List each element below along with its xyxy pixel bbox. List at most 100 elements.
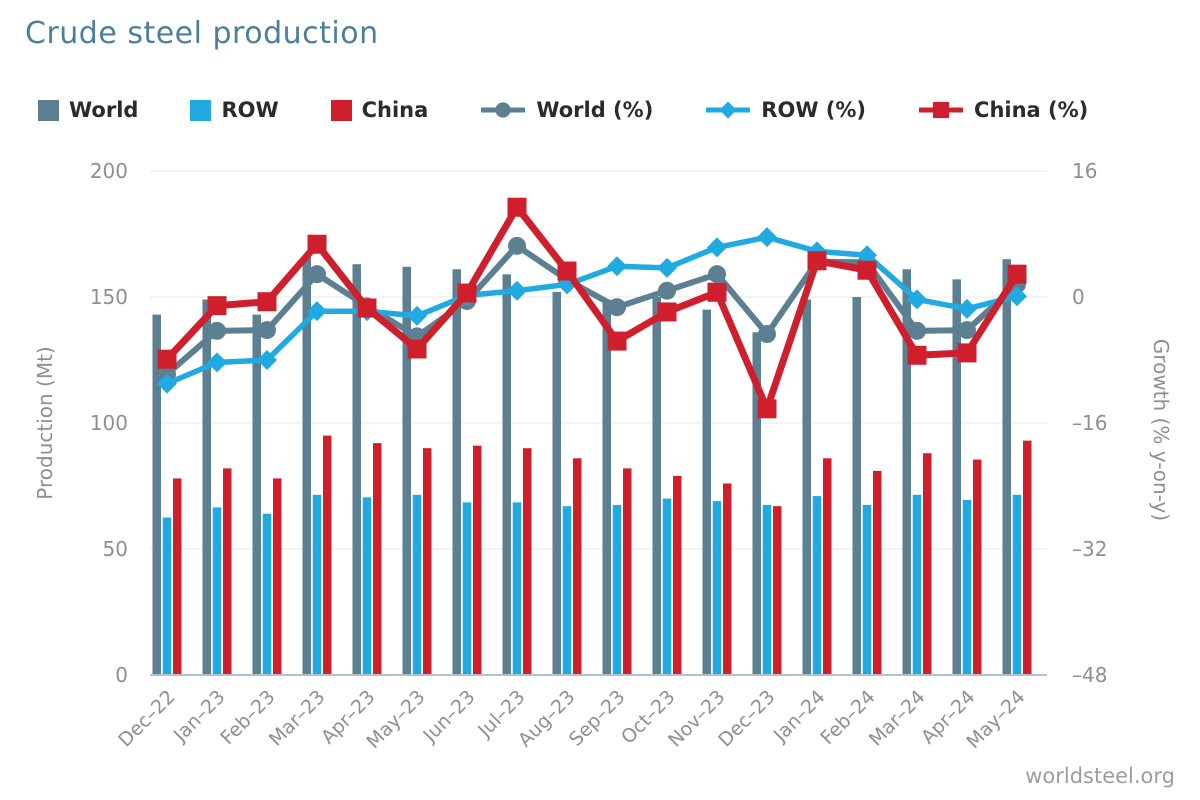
world-bar: [452, 269, 461, 675]
legend-item-china-pct: China (%): [918, 98, 1088, 122]
china-bar: [773, 506, 782, 675]
world-marker: [308, 265, 326, 284]
world-bar: [952, 279, 961, 675]
world-bar: [852, 297, 861, 675]
world-bar: [702, 309, 711, 675]
world-bar: [752, 332, 761, 675]
world-bar: [552, 291, 561, 675]
row-marker: [707, 237, 727, 258]
row-bar: [662, 498, 672, 675]
row-marker: [157, 373, 177, 394]
row-marker: [657, 257, 677, 278]
row-bar: [362, 497, 372, 675]
world-marker: [208, 321, 226, 340]
china-marker: [657, 302, 677, 322]
right-tick-label: 0: [1072, 285, 1085, 309]
china-bar: [173, 478, 182, 675]
row-bar: [462, 502, 472, 675]
china-marker: [1007, 264, 1027, 284]
left-tick-label: 0: [115, 663, 128, 687]
row-bar: [162, 517, 172, 675]
legend-label: ROW (%): [761, 98, 867, 122]
china-marker: [307, 234, 327, 254]
china-bar: [223, 468, 232, 675]
china-line: [163, 203, 1021, 413]
china-bar: [573, 458, 582, 675]
china-marker: [807, 251, 827, 271]
row-bar: [312, 494, 322, 675]
row-marker: [1007, 286, 1027, 307]
chart-title: Crude steel production: [25, 16, 379, 51]
world-marker: [908, 321, 926, 340]
source-link[interactable]: worldsteel.org: [1025, 764, 1175, 788]
legend-item-world-pct: World (%): [480, 98, 653, 122]
world-bar: [152, 314, 161, 675]
legend-label: World (%): [536, 98, 654, 122]
legend: World ROW China World (%) ROW (%) China …: [38, 94, 1088, 126]
row-bar: [712, 501, 722, 675]
world-bar: [502, 274, 511, 675]
row-bar: [612, 504, 622, 675]
row-marker: [207, 352, 227, 373]
left-axis-title: Production (Mt): [33, 346, 57, 499]
legend-item-row: ROW: [190, 98, 279, 122]
china-bar: [923, 453, 932, 675]
china-bar: [973, 459, 982, 675]
row-bar: [762, 504, 772, 675]
world-marker: [958, 321, 976, 340]
x-tick-label: Dec–22: [114, 686, 179, 751]
china-bar: [373, 443, 382, 675]
x-tick-label: Mar–23: [265, 686, 330, 751]
china-marker: [607, 331, 627, 351]
china-marker: [957, 343, 977, 363]
left-tick-label: 100: [90, 411, 128, 435]
world-bar: [802, 299, 811, 675]
china-bar: [523, 448, 532, 675]
row-marker: [507, 280, 527, 301]
row-bar: [962, 499, 972, 675]
row-bar: [512, 502, 522, 675]
row-marker: [607, 256, 627, 277]
china-bar: [873, 470, 882, 675]
china-bar: [623, 468, 632, 675]
legend-label: World: [69, 98, 139, 122]
world-marker: [608, 298, 626, 317]
world-bar: [602, 299, 611, 675]
legend-label: China (%): [974, 98, 1089, 122]
china-marker: [407, 339, 427, 359]
left-tick-label: 50: [103, 537, 128, 561]
china-marker: [157, 349, 177, 369]
china-bar: [473, 445, 482, 675]
world-bar: [302, 256, 311, 675]
china-bar: [823, 458, 832, 675]
china-bar: [323, 435, 332, 675]
row-marker: [257, 350, 277, 370]
left-tick-label: 200: [90, 159, 128, 183]
china-bar: [273, 478, 282, 675]
row-bar: [912, 494, 922, 675]
china-marker: [207, 296, 227, 316]
row-bar: [1012, 494, 1022, 675]
china-marker: [557, 261, 577, 281]
china-marker: [357, 298, 377, 318]
row-marker: [957, 298, 977, 319]
china-marker: [757, 399, 777, 419]
row-marker: [307, 301, 327, 322]
world-swatch-icon: [38, 99, 59, 121]
right-tick-label: –32: [1072, 537, 1107, 561]
china-bar: [1023, 440, 1032, 675]
world-bar: [902, 269, 911, 675]
right-tick-label: –16: [1072, 411, 1107, 435]
circle-legend-glyph: [481, 102, 526, 118]
world-bar: [1002, 259, 1011, 675]
world-bar: [202, 299, 211, 675]
left-tick-label: 150: [90, 285, 128, 309]
row-bar: [412, 494, 422, 675]
row-bar: [862, 504, 872, 675]
row-bar: [812, 496, 822, 675]
world-line-marker-icon: [480, 99, 526, 121]
row-marker: [907, 289, 927, 310]
china-marker: [907, 345, 927, 365]
china-bar: [723, 483, 732, 675]
